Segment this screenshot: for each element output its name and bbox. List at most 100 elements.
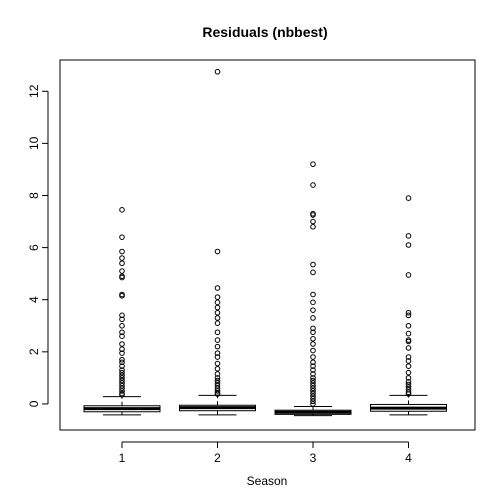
outlier-point bbox=[119, 385, 125, 392]
outlier-point bbox=[214, 371, 221, 377]
outlier-point bbox=[405, 369, 412, 376]
plot-frame bbox=[59, 59, 476, 431]
outlier-point bbox=[310, 182, 316, 188]
outlier-point bbox=[310, 212, 316, 218]
x-tick-label: 2 bbox=[214, 451, 221, 465]
box-season-3 bbox=[274, 161, 352, 417]
outlier-point bbox=[119, 346, 125, 353]
outlier-point bbox=[405, 272, 412, 278]
outlier-point bbox=[310, 307, 316, 313]
outlier-point bbox=[310, 390, 316, 397]
outlier-point bbox=[214, 285, 221, 291]
outlier-point bbox=[119, 207, 125, 213]
outlier-point bbox=[119, 356, 125, 363]
outlier-point bbox=[405, 384, 412, 390]
outlier-point bbox=[214, 329, 221, 336]
outlier-point bbox=[214, 248, 221, 255]
outlier-point bbox=[119, 377, 125, 384]
outlier-point bbox=[214, 315, 221, 321]
outlier-point bbox=[310, 329, 316, 336]
outlier-point bbox=[310, 382, 316, 389]
outlier-point bbox=[214, 350, 221, 356]
outlier-point bbox=[310, 291, 316, 298]
x-tick-label: 3 bbox=[310, 451, 317, 465]
outlier-point bbox=[310, 363, 316, 369]
outlier-point bbox=[310, 269, 316, 276]
outlier-point bbox=[119, 392, 125, 398]
outlier-point bbox=[310, 354, 316, 360]
outlier-point bbox=[214, 380, 221, 386]
outlier-point bbox=[405, 338, 412, 345]
outlier-point bbox=[405, 309, 412, 316]
outlier-point bbox=[119, 382, 125, 389]
y-tick-label: 2 bbox=[27, 348, 41, 355]
outlier-point bbox=[310, 315, 316, 321]
y-tick-label: 8 bbox=[27, 192, 41, 199]
outlier-point bbox=[310, 325, 316, 332]
outlier-point bbox=[214, 343, 221, 350]
outlier-point bbox=[405, 354, 412, 360]
outlier-point bbox=[214, 304, 221, 311]
y-axis: 0 2 4 6 8 10 12 bbox=[27, 84, 49, 407]
outlier-point bbox=[310, 401, 316, 407]
outlier-point bbox=[405, 389, 412, 396]
outlier-point bbox=[119, 322, 125, 329]
y-tick-label: 12 bbox=[27, 84, 41, 98]
outlier-point bbox=[119, 293, 125, 299]
outlier-point bbox=[310, 299, 316, 306]
outlier-point bbox=[405, 375, 412, 381]
outlier-point bbox=[310, 371, 316, 377]
outlier-point bbox=[119, 375, 125, 381]
outlier-point bbox=[119, 388, 125, 394]
outlier-point bbox=[214, 377, 221, 384]
outlier-point bbox=[119, 359, 125, 366]
outlier-point bbox=[405, 195, 412, 201]
outlier-point bbox=[119, 316, 125, 323]
boxes-layer bbox=[83, 68, 447, 417]
outlier-point bbox=[214, 391, 221, 397]
box-season-4 bbox=[370, 195, 447, 416]
outlier-point bbox=[310, 393, 316, 399]
outlier-point bbox=[310, 377, 316, 384]
outlier-point bbox=[119, 268, 125, 274]
outlier-point bbox=[214, 388, 221, 394]
chart-title: Residuals (nbbest) bbox=[202, 24, 327, 40]
outlier-point bbox=[119, 380, 125, 386]
x-tick-label: 4 bbox=[405, 451, 412, 465]
outlier-point bbox=[405, 345, 412, 351]
outlier-point bbox=[214, 365, 221, 372]
outlier-point bbox=[214, 375, 221, 381]
outlier-point bbox=[310, 388, 316, 394]
y-tick-label: 6 bbox=[27, 244, 41, 251]
outlier-point bbox=[310, 223, 316, 230]
outlier-point bbox=[119, 234, 125, 240]
outlier-point bbox=[214, 68, 221, 75]
outlier-point bbox=[119, 350, 125, 356]
outlier-point bbox=[119, 369, 125, 376]
outlier-point bbox=[119, 312, 125, 319]
outlier-point bbox=[310, 385, 316, 392]
outlier-point bbox=[310, 336, 316, 342]
outlier-point bbox=[214, 354, 221, 360]
outlier-point bbox=[310, 218, 316, 225]
outlier-point bbox=[214, 337, 221, 343]
outlier-point bbox=[310, 359, 316, 366]
outlier-point bbox=[119, 248, 125, 255]
outlier-point bbox=[310, 395, 316, 402]
outlier-point bbox=[405, 330, 412, 337]
outlier-point bbox=[405, 391, 412, 397]
outlier-point bbox=[119, 260, 125, 267]
x-axis-label: Season bbox=[247, 474, 288, 488]
outlier-point bbox=[214, 382, 221, 389]
outlier-point bbox=[119, 274, 125, 281]
outlier-point bbox=[119, 363, 125, 369]
y-tick-label: 10 bbox=[27, 136, 41, 150]
outlier-point bbox=[310, 380, 316, 386]
box-season-2 bbox=[179, 68, 256, 416]
outlier-point bbox=[405, 312, 412, 319]
outlier-point bbox=[405, 322, 412, 329]
x-tick-label: 1 bbox=[119, 451, 126, 465]
y-tick-label: 0 bbox=[27, 400, 41, 407]
outlier-point bbox=[405, 381, 412, 388]
